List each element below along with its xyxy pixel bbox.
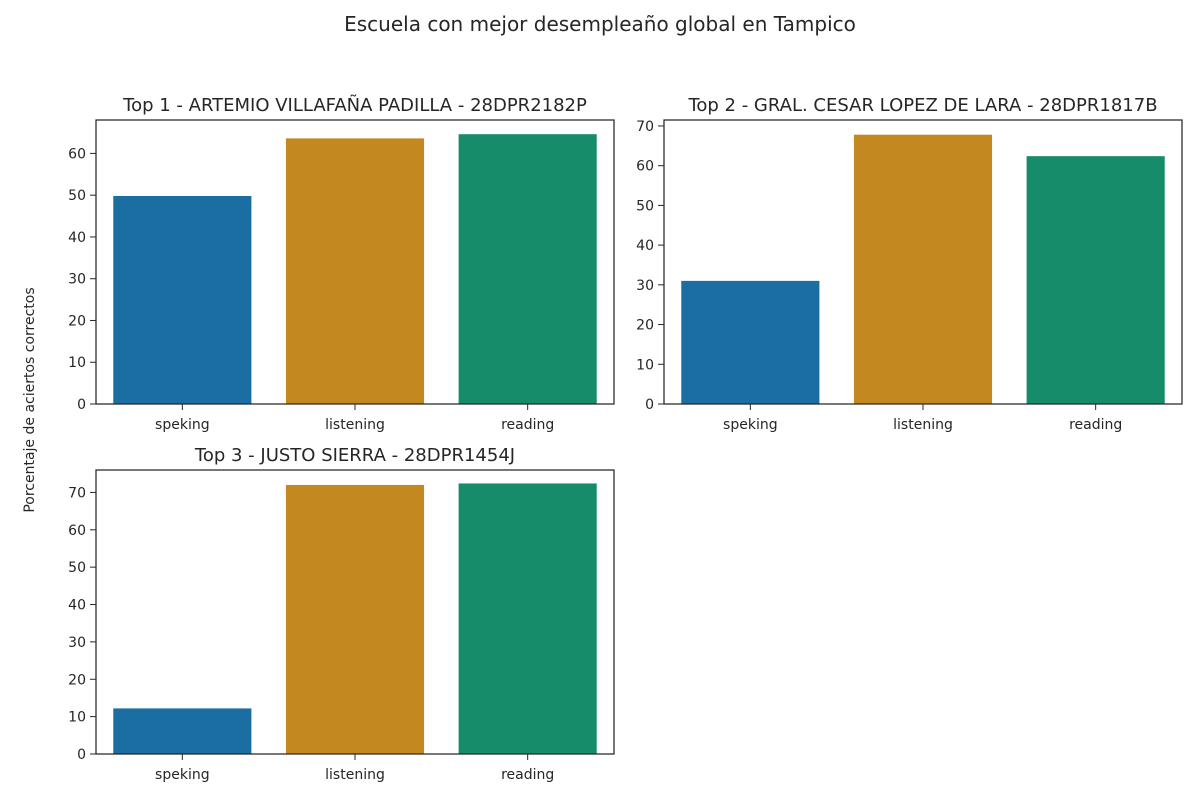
y-tick-label: 30: [68, 272, 86, 288]
bar-speking: [113, 708, 252, 754]
y-tick-label: 30: [68, 635, 86, 651]
y-tick-label: 60: [68, 523, 86, 539]
y-tick-label: 10: [68, 710, 86, 726]
chart-panel-1: 0 10 20 30 40 50 60 speking listening reading Top …: [68, 94, 615, 433]
x-tick-label: listening: [325, 767, 385, 783]
y-tick-label: 70: [636, 119, 654, 135]
x-tick-label: speking: [155, 767, 210, 783]
figure-title: Escuela con mejor desempleaño global en …: [344, 12, 856, 36]
bar-listening: [285, 484, 425, 754]
x-tick-label: reading: [501, 767, 554, 783]
bar-listening: [285, 138, 425, 404]
bar-speking: [681, 280, 820, 404]
x-tick-label: speking: [723, 417, 778, 433]
x-tick-label: listening: [893, 417, 953, 433]
y-tick-label: 50: [68, 188, 86, 204]
y-tick-label: 20: [68, 313, 86, 329]
bar-reading: [1026, 156, 1165, 404]
y-tick-label: 30: [636, 278, 654, 294]
y-tick-label: 0: [645, 397, 654, 413]
y-tick-label: 10: [636, 357, 654, 373]
bar-speking: [113, 196, 252, 404]
y-tick-label: 50: [636, 198, 654, 214]
y-tick-label: 20: [636, 318, 654, 334]
x-tick-label: reading: [1069, 417, 1122, 433]
y-tick-label: 50: [68, 560, 86, 576]
y-tick-label: 70: [68, 485, 86, 501]
chart-panel-2: 0 10 20 30 40 50 60 70 speking listening reading To…: [636, 95, 1183, 433]
y-tick-label: 0: [77, 747, 86, 763]
x-tick-label: speking: [155, 417, 210, 433]
panel-title: Top 1 - ARTEMIO VILLAFAÑA PADILLA - 28DP…: [122, 94, 587, 116]
y-tick-label: 40: [68, 598, 86, 614]
x-tick-label: reading: [501, 417, 554, 433]
y-tick-label: 40: [636, 238, 654, 254]
panel-title: Top 3 - JUSTO SIERRA - 28DPR1454J: [194, 445, 515, 466]
panel-title: Top 2 - GRAL. CESAR LOPEZ DE LARA - 28DP…: [687, 95, 1157, 116]
bar-reading: [458, 134, 597, 404]
y-tick-label: 60: [636, 159, 654, 175]
y-tick-label: 40: [68, 230, 86, 246]
x-tick-label: listening: [325, 417, 385, 433]
bar-reading: [458, 483, 597, 754]
y-tick-label: 0: [77, 397, 86, 413]
bar-listening: [853, 134, 993, 404]
y-tick-label: 20: [68, 672, 86, 688]
y-tick-label: 10: [68, 355, 86, 371]
chart-panel-3: 0 10 20 30 40 50 60 70 speking listening reading To…: [68, 445, 615, 783]
y-tick-label: 60: [68, 146, 86, 162]
